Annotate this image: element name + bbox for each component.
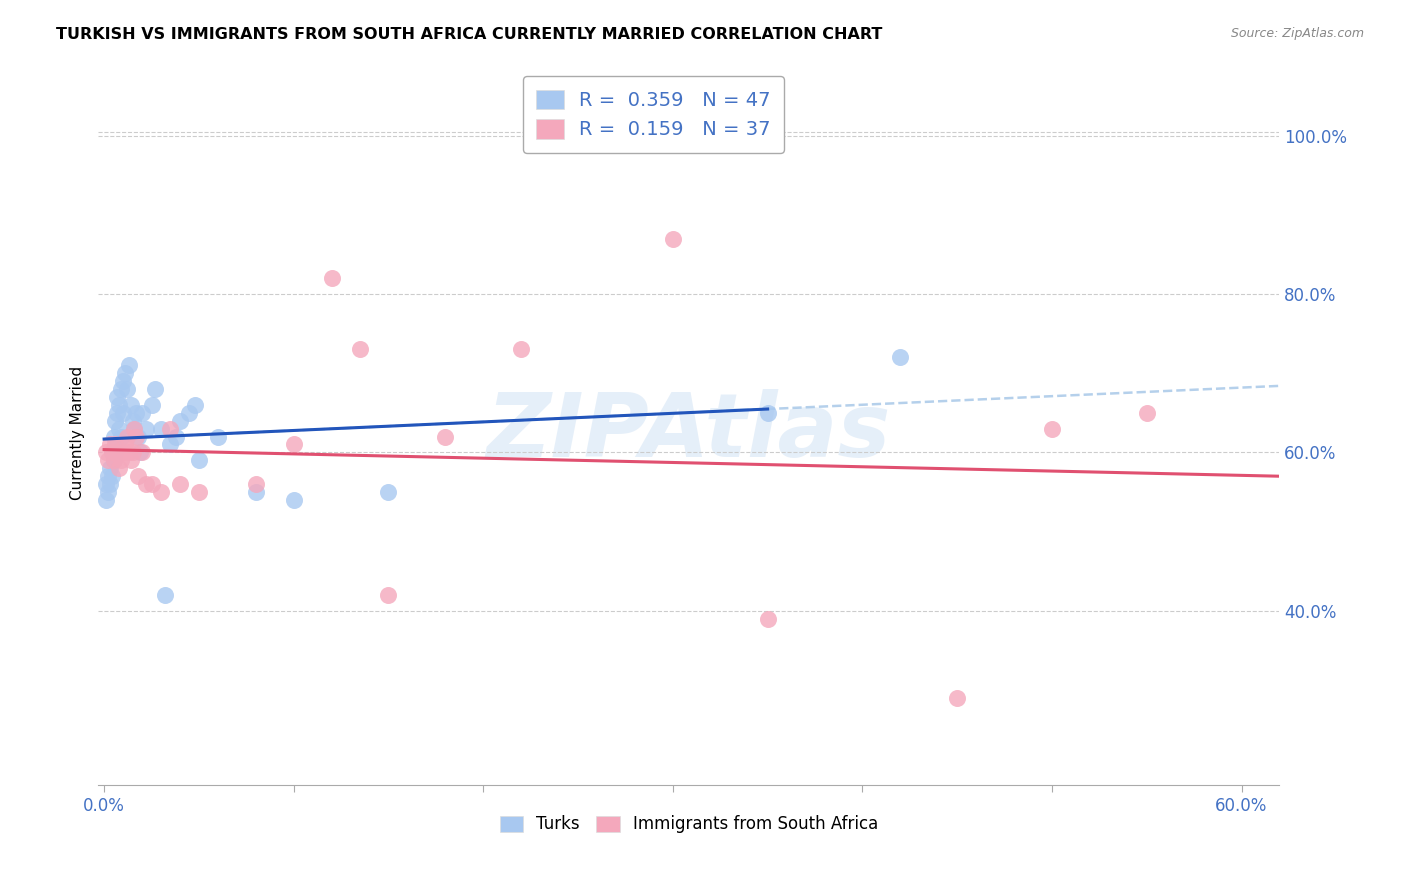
- Point: [127, 469, 149, 483]
- Point: [110, 429, 132, 443]
- Point: [105, 406, 128, 420]
- Point: [110, 382, 132, 396]
- Point: [662, 232, 685, 246]
- Point: [100, 445, 122, 459]
- Point: [135, 422, 157, 436]
- Point: [115, 429, 138, 443]
- Point: [118, 359, 141, 373]
- Point: [112, 374, 135, 388]
- Point: [756, 406, 779, 420]
- Point: [94, 477, 117, 491]
- Point: [120, 453, 142, 467]
- Point: [377, 588, 399, 602]
- Point: [283, 492, 305, 507]
- Point: [124, 422, 146, 436]
- Point: [98, 477, 121, 491]
- Point: [946, 690, 969, 705]
- Point: [114, 366, 136, 380]
- Point: [149, 422, 172, 436]
- Point: [141, 398, 163, 412]
- Point: [135, 477, 157, 491]
- Point: [124, 422, 146, 436]
- Point: [179, 406, 201, 420]
- Text: Source: ZipAtlas.com: Source: ZipAtlas.com: [1230, 27, 1364, 40]
- Point: [125, 429, 148, 443]
- Point: [149, 485, 172, 500]
- Y-axis label: Currently Married: Currently Married: [69, 366, 84, 500]
- Point: [159, 422, 181, 436]
- Point: [103, 453, 125, 467]
- Point: [169, 477, 191, 491]
- Point: [104, 437, 127, 451]
- Point: [98, 437, 121, 451]
- Point: [141, 477, 163, 491]
- Point: [108, 422, 131, 436]
- Point: [1136, 406, 1159, 420]
- Point: [97, 453, 120, 467]
- Point: [321, 271, 343, 285]
- Point: [104, 414, 127, 428]
- Point: [121, 414, 143, 428]
- Point: [125, 406, 148, 420]
- Legend: Turks, Immigrants from South Africa: Turks, Immigrants from South Africa: [494, 809, 884, 840]
- Point: [245, 485, 267, 500]
- Point: [103, 429, 125, 443]
- Point: [153, 588, 176, 602]
- Point: [108, 398, 131, 412]
- Point: [112, 406, 135, 420]
- Point: [98, 461, 121, 475]
- Point: [127, 429, 149, 443]
- Point: [114, 437, 136, 451]
- Point: [159, 437, 181, 451]
- Point: [97, 485, 120, 500]
- Point: [131, 406, 153, 420]
- Point: [756, 612, 779, 626]
- Point: [187, 485, 209, 500]
- Point: [94, 445, 117, 459]
- Point: [121, 445, 143, 459]
- Point: [377, 485, 399, 500]
- Point: [245, 477, 267, 491]
- Point: [184, 398, 207, 412]
- Point: [129, 445, 152, 459]
- Point: [97, 469, 120, 483]
- Point: [108, 461, 131, 475]
- Point: [110, 453, 132, 467]
- Point: [112, 445, 135, 459]
- Text: TURKISH VS IMMIGRANTS FROM SOUTH AFRICA CURRENTLY MARRIED CORRELATION CHART: TURKISH VS IMMIGRANTS FROM SOUTH AFRICA …: [56, 27, 883, 42]
- Point: [187, 453, 209, 467]
- Point: [165, 429, 187, 443]
- Point: [510, 343, 533, 357]
- Point: [100, 469, 122, 483]
- Point: [349, 343, 371, 357]
- Point: [131, 445, 153, 459]
- Point: [434, 429, 457, 443]
- Point: [105, 390, 128, 404]
- Point: [889, 351, 911, 365]
- Point: [105, 445, 128, 459]
- Point: [169, 414, 191, 428]
- Point: [103, 453, 125, 467]
- Point: [100, 445, 122, 459]
- Point: [120, 398, 142, 412]
- Point: [115, 382, 138, 396]
- Point: [94, 492, 117, 507]
- Point: [104, 445, 127, 459]
- Point: [1040, 422, 1063, 436]
- Point: [207, 429, 229, 443]
- Point: [283, 437, 305, 451]
- Point: [118, 445, 141, 459]
- Point: [143, 382, 166, 396]
- Text: ZIPAtlas: ZIPAtlas: [486, 389, 891, 476]
